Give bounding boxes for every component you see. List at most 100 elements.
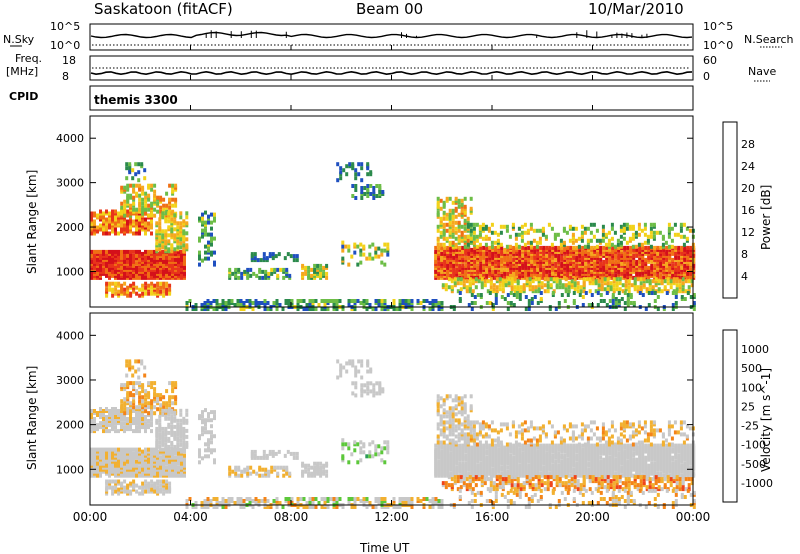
power-cell bbox=[680, 265, 684, 270]
velocity-cell bbox=[282, 473, 286, 478]
velocity-cell bbox=[207, 412, 210, 417]
velocity-cell bbox=[126, 417, 129, 421]
velocity-cell bbox=[249, 471, 253, 476]
power-cell bbox=[168, 205, 172, 210]
power-cell bbox=[215, 299, 219, 303]
power-cell bbox=[518, 249, 522, 254]
power-cell bbox=[460, 202, 464, 207]
power-cell bbox=[326, 299, 330, 303]
power-cell bbox=[437, 301, 441, 305]
power-cell bbox=[558, 279, 562, 284]
velocity-cell bbox=[150, 381, 154, 386]
velocity-cell bbox=[173, 430, 177, 435]
power-cell bbox=[479, 245, 483, 250]
power-cell bbox=[448, 196, 452, 201]
power-cell bbox=[344, 244, 348, 249]
velocity-cell bbox=[363, 383, 367, 388]
velocity-cell bbox=[150, 483, 154, 488]
power-cell bbox=[147, 221, 150, 226]
velocity-cell bbox=[182, 416, 186, 421]
power-cell bbox=[546, 289, 550, 294]
power-cell bbox=[287, 299, 291, 303]
power-cell bbox=[505, 228, 509, 233]
power-cell bbox=[566, 245, 570, 250]
velocity-cell bbox=[114, 481, 118, 486]
power-cell bbox=[308, 299, 312, 303]
power-cell bbox=[491, 269, 495, 274]
power-cell bbox=[535, 240, 539, 245]
power-cell bbox=[282, 267, 286, 272]
velocity-cell bbox=[135, 381, 139, 386]
power-cell bbox=[569, 245, 573, 250]
velocity-cell bbox=[123, 397, 127, 402]
power-cell bbox=[158, 225, 162, 230]
power-cell bbox=[552, 277, 556, 282]
power-cell bbox=[478, 224, 482, 229]
velocity-cell bbox=[266, 499, 270, 503]
power-cell bbox=[560, 245, 564, 250]
velocity-cell bbox=[314, 497, 318, 501]
power-cell bbox=[458, 245, 462, 250]
velocity-cell bbox=[126, 425, 129, 430]
power-cell bbox=[377, 299, 381, 303]
power-cell bbox=[380, 299, 384, 303]
power-cell bbox=[623, 307, 627, 311]
velocity-cell bbox=[174, 455, 177, 460]
power-cell bbox=[108, 225, 111, 230]
power-cell bbox=[478, 242, 482, 247]
power-cell bbox=[218, 303, 222, 307]
power-cell bbox=[485, 251, 489, 256]
power-cell bbox=[510, 285, 514, 290]
power-cell bbox=[625, 222, 629, 227]
power-cell bbox=[204, 250, 207, 255]
power-cell bbox=[624, 283, 628, 288]
velocity-cell bbox=[144, 447, 147, 452]
power-cell bbox=[105, 249, 108, 254]
velocity-cell bbox=[359, 458, 363, 463]
power-cell bbox=[150, 249, 153, 254]
power-cell bbox=[258, 275, 262, 280]
velocity-cell bbox=[135, 459, 138, 464]
power-cell bbox=[485, 301, 489, 305]
velocity-cell bbox=[276, 465, 280, 470]
velocity-cell bbox=[308, 501, 312, 505]
power-cell bbox=[585, 277, 589, 282]
power-cell bbox=[576, 289, 580, 294]
power-cell bbox=[472, 234, 476, 239]
velocity-cell bbox=[213, 434, 216, 439]
power-cell bbox=[277, 252, 281, 257]
velocity-cell bbox=[255, 471, 259, 476]
power-cell bbox=[156, 251, 159, 256]
velocity-cell bbox=[144, 389, 148, 394]
power-cell bbox=[618, 281, 622, 286]
velocity-cell bbox=[143, 365, 147, 370]
power-cell bbox=[593, 245, 597, 250]
velocity-cell bbox=[141, 485, 145, 490]
power-cell bbox=[605, 291, 609, 295]
velocity-cell bbox=[150, 479, 154, 484]
power-cell bbox=[137, 178, 141, 183]
power-cell bbox=[203, 301, 207, 305]
power-cell bbox=[132, 195, 136, 200]
velocity-cell bbox=[105, 453, 108, 458]
velocity-cell bbox=[213, 448, 216, 453]
velocity-cell bbox=[165, 453, 168, 458]
velocity-cell bbox=[156, 395, 160, 400]
velocity-cell bbox=[386, 444, 390, 449]
power-cell bbox=[125, 162, 129, 167]
velocity-cell bbox=[253, 453, 257, 458]
velocity-cell bbox=[120, 447, 123, 452]
velocity-cell bbox=[141, 489, 145, 494]
power-cell bbox=[360, 190, 364, 194]
power-cell bbox=[93, 249, 96, 254]
power-cell bbox=[498, 287, 502, 292]
velocity-cell bbox=[264, 467, 268, 472]
velocity-cell bbox=[354, 393, 358, 398]
velocity-cell bbox=[366, 363, 370, 368]
velocity-cell bbox=[138, 405, 142, 410]
power-cell bbox=[167, 239, 171, 244]
power-cell bbox=[669, 279, 673, 284]
power-cell bbox=[619, 234, 623, 239]
power-cell bbox=[320, 307, 324, 311]
velocity-cell bbox=[168, 453, 171, 458]
